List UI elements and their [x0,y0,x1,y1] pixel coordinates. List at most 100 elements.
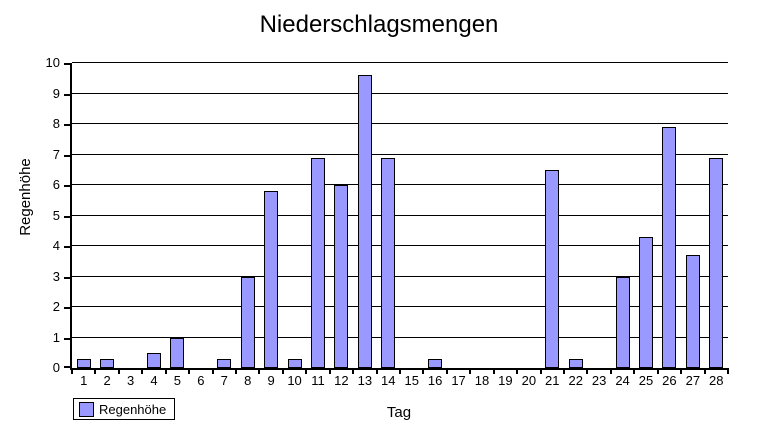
x-axis-tick [563,368,565,374]
x-axis-tick [399,368,401,374]
y-axis-tick [64,246,70,248]
x-tick-label: 27 [685,373,701,388]
y-axis-title: Regenhöhe [17,158,34,236]
y-tick-label: 3 [52,268,60,284]
bar [264,191,279,368]
x-tick-label: 28 [709,373,724,388]
bar [428,358,443,368]
bar [287,358,302,368]
bar [685,255,700,368]
bar [170,337,185,368]
x-axis-tick [586,368,589,374]
x-axis-tick [281,368,284,374]
x-tick-label: 14 [381,373,396,388]
x-axis-tick [211,368,214,374]
x-tick-label: 10 [287,373,302,388]
y-axis-tick [64,307,70,309]
gridline [72,336,728,338]
x-tick-label: 7 [220,373,228,388]
x-axis-tick [352,368,355,374]
x-axis-title: Tag [386,404,412,421]
x-axis-tick [258,368,261,374]
x-tick-label: 15 [404,373,419,388]
x-axis-tick [188,368,191,374]
y-axis-tick [64,337,70,340]
x-tick-label: 12 [334,373,349,388]
x-tick-label: 21 [545,373,560,388]
x-tick-label: 18 [474,373,490,388]
y-axis-tick [64,366,70,368]
y-axis-tick [64,215,70,218]
x-tick-label: 16 [427,373,443,388]
bar [662,127,677,368]
x-axis-tick [469,368,472,374]
y-axis-tick [64,185,70,187]
y-tick-label: 7 [52,146,60,162]
bar [217,358,232,368]
y-tick-label: 5 [52,207,60,223]
bar [240,276,255,368]
y-axis-tick [64,63,70,65]
bar [357,75,372,368]
x-axis-tick [375,368,378,374]
bar [568,358,583,368]
x-tick-label: 6 [197,373,205,388]
x-axis-tick [727,368,729,374]
x-tick-label: 11 [311,373,325,388]
y-tick-label: 2 [52,299,60,314]
legend: Regenhöhe [73,398,176,420]
x-axis-tick [680,368,683,374]
legend-swatch [79,401,94,417]
y-tick-label: 6 [52,177,60,192]
y-tick-label: 8 [52,116,60,131]
x-axis-tick [516,368,519,374]
x-axis-tick [141,368,144,374]
x-tick-label: 2 [103,373,111,388]
y-tick-label: 10 [45,55,60,70]
y-tick-label: 9 [52,85,60,101]
bar [639,236,653,368]
x-axis-tick [117,368,120,374]
x-tick-label: 20 [521,373,537,388]
x-axis-tick [422,368,425,374]
y-tick-label: 4 [52,238,60,253]
gridline [72,153,728,155]
x-tick-label: 13 [357,373,373,388]
chart-title: Niederschlagsmengen [259,11,499,38]
bar [545,169,560,368]
y-tick-label: 1 [52,329,60,345]
x-tick-label: 5 [173,373,182,388]
bar [147,352,161,368]
x-tick-label: 8 [244,373,252,388]
gridline [72,245,728,246]
x-axis-tick [328,368,331,374]
bar [76,358,91,368]
x-tick-label: 23 [591,373,607,388]
gridline [72,214,728,216]
x-tick-label: 17 [451,373,466,388]
gridline [72,123,728,124]
x-axis-tick [539,368,542,374]
x-axis-tick [71,368,73,374]
x-axis-tick [609,368,612,374]
x-tick-label: 19 [498,373,513,388]
x-axis-tick [703,368,706,374]
gridline [72,275,728,277]
x-tick-label: 24 [615,373,630,388]
x-axis-tick [492,368,495,374]
bar [334,185,349,368]
gridline [72,62,728,63]
x-tick-label: 1 [80,373,88,388]
x-tick-label: 3 [126,373,135,388]
x-tick-label: 9 [267,373,275,388]
x-axis-tick [235,368,237,374]
bar [100,358,115,368]
x-axis-tick [164,368,167,374]
x-axis-tick [445,368,448,374]
gridline [72,306,728,307]
y-tick-label: 0 [52,360,60,375]
y-axis-tick [64,276,70,279]
gridline [72,92,728,94]
x-axis-tick [656,368,659,374]
